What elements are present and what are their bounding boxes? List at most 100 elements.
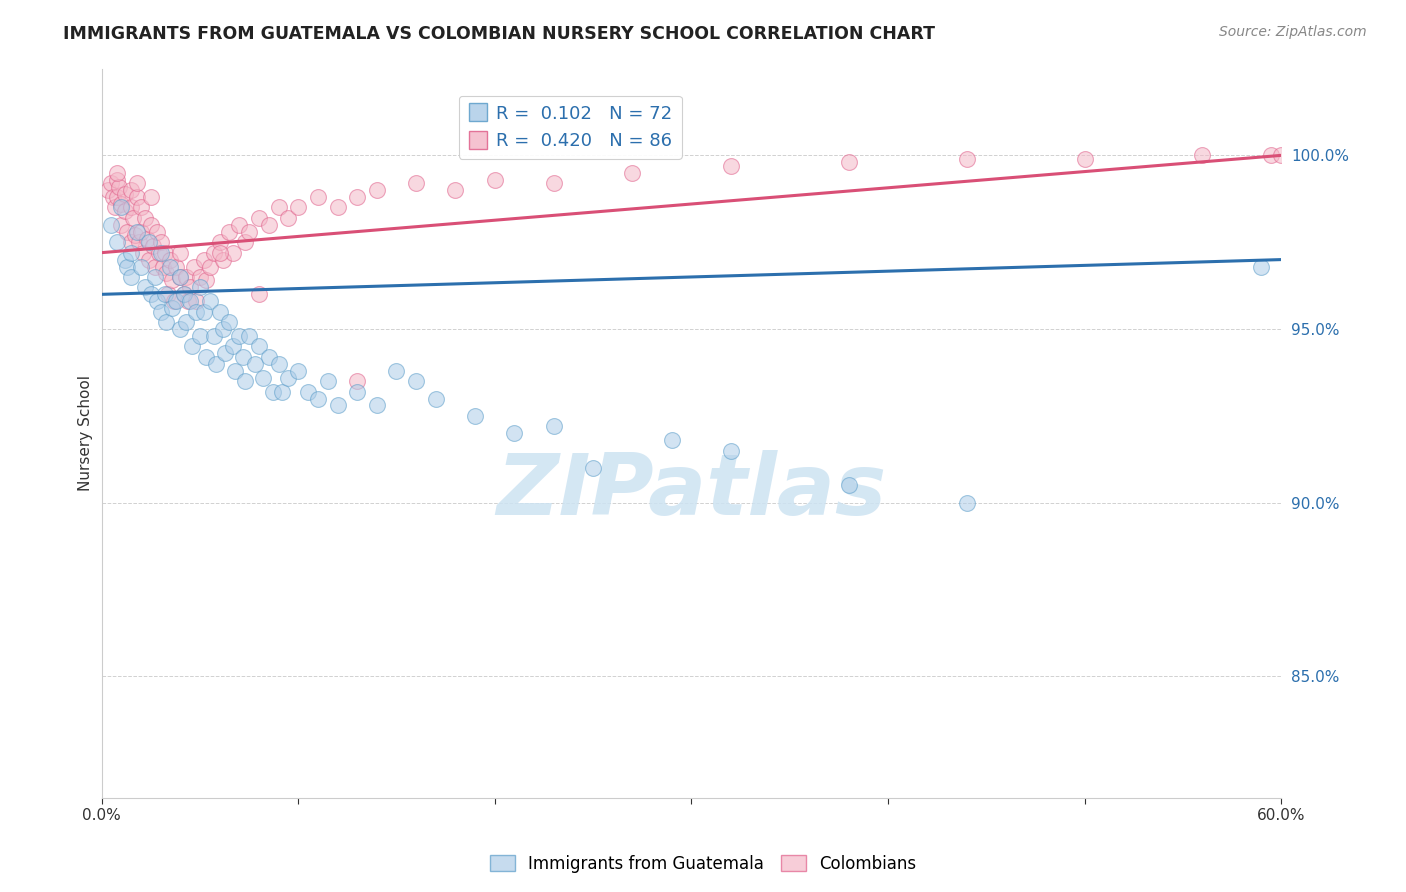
Point — [149, 245, 172, 260]
Point — [105, 166, 128, 180]
Point — [148, 245, 170, 260]
Point — [955, 496, 977, 510]
Point — [243, 357, 266, 371]
Point — [124, 228, 146, 243]
Point — [153, 287, 176, 301]
Point — [346, 384, 368, 399]
Point — [262, 384, 284, 399]
Y-axis label: Nursery School: Nursery School — [79, 376, 93, 491]
Point — [138, 252, 160, 267]
Point — [142, 238, 165, 252]
Point — [143, 260, 166, 274]
Point — [720, 443, 742, 458]
Point — [464, 409, 486, 423]
Point — [307, 190, 329, 204]
Point — [139, 287, 162, 301]
Point — [1270, 148, 1292, 162]
Point — [198, 294, 221, 309]
Point — [129, 225, 152, 239]
Point — [238, 329, 260, 343]
Point — [346, 374, 368, 388]
Point — [202, 245, 225, 260]
Point — [153, 245, 176, 260]
Point — [169, 245, 191, 260]
Point — [277, 211, 299, 225]
Point — [247, 339, 270, 353]
Point — [228, 218, 250, 232]
Point — [110, 197, 132, 211]
Point — [132, 245, 155, 260]
Point — [208, 235, 231, 250]
Point — [129, 260, 152, 274]
Point — [224, 364, 246, 378]
Point — [188, 269, 211, 284]
Point — [307, 392, 329, 406]
Text: ZIPatlas: ZIPatlas — [496, 450, 886, 533]
Text: IMMIGRANTS FROM GUATEMALA VS COLOMBIAN NURSERY SCHOOL CORRELATION CHART: IMMIGRANTS FROM GUATEMALA VS COLOMBIAN N… — [63, 25, 935, 43]
Point — [157, 287, 180, 301]
Point — [194, 350, 217, 364]
Point — [184, 294, 207, 309]
Point — [145, 294, 167, 309]
Point — [173, 287, 195, 301]
Point — [232, 350, 254, 364]
Point — [155, 315, 177, 329]
Point — [326, 399, 349, 413]
Point — [110, 201, 132, 215]
Point — [165, 260, 187, 274]
Point — [297, 384, 319, 399]
Point — [316, 374, 339, 388]
Point — [174, 315, 197, 329]
Point — [184, 304, 207, 318]
Point — [114, 252, 136, 267]
Point — [218, 315, 240, 329]
Point — [222, 245, 245, 260]
Point — [233, 374, 256, 388]
Point — [114, 203, 136, 218]
Point — [163, 294, 186, 309]
Point — [720, 159, 742, 173]
Point — [287, 201, 309, 215]
Text: Source: ZipAtlas.com: Source: ZipAtlas.com — [1219, 25, 1367, 39]
Point — [208, 245, 231, 260]
Point — [139, 190, 162, 204]
Point — [183, 260, 205, 274]
Point — [149, 235, 172, 250]
Point — [162, 273, 184, 287]
Point — [385, 364, 408, 378]
Point — [120, 245, 142, 260]
Point — [267, 357, 290, 371]
Point — [120, 235, 142, 250]
Point — [169, 269, 191, 284]
Point — [103, 190, 125, 204]
Point — [104, 201, 127, 215]
Point — [543, 176, 565, 190]
Point — [129, 201, 152, 215]
Point — [214, 346, 236, 360]
Point — [152, 260, 174, 274]
Point — [208, 304, 231, 318]
Point — [100, 176, 122, 190]
Point — [543, 419, 565, 434]
Point — [179, 294, 201, 309]
Point — [96, 183, 118, 197]
Point — [247, 287, 270, 301]
Point — [173, 287, 195, 301]
Point — [193, 252, 215, 267]
Point — [138, 235, 160, 250]
Legend: R =  0.102   N = 72, R =  0.420   N = 86: R = 0.102 N = 72, R = 0.420 N = 86 — [458, 95, 682, 159]
Point — [188, 329, 211, 343]
Point — [181, 339, 204, 353]
Point — [108, 179, 131, 194]
Point — [162, 301, 184, 316]
Point — [105, 172, 128, 186]
Point — [125, 176, 148, 190]
Point — [247, 211, 270, 225]
Point — [238, 225, 260, 239]
Point — [149, 304, 172, 318]
Point — [277, 370, 299, 384]
Point — [204, 357, 226, 371]
Point — [174, 269, 197, 284]
Point — [1250, 260, 1272, 274]
Point — [105, 190, 128, 204]
